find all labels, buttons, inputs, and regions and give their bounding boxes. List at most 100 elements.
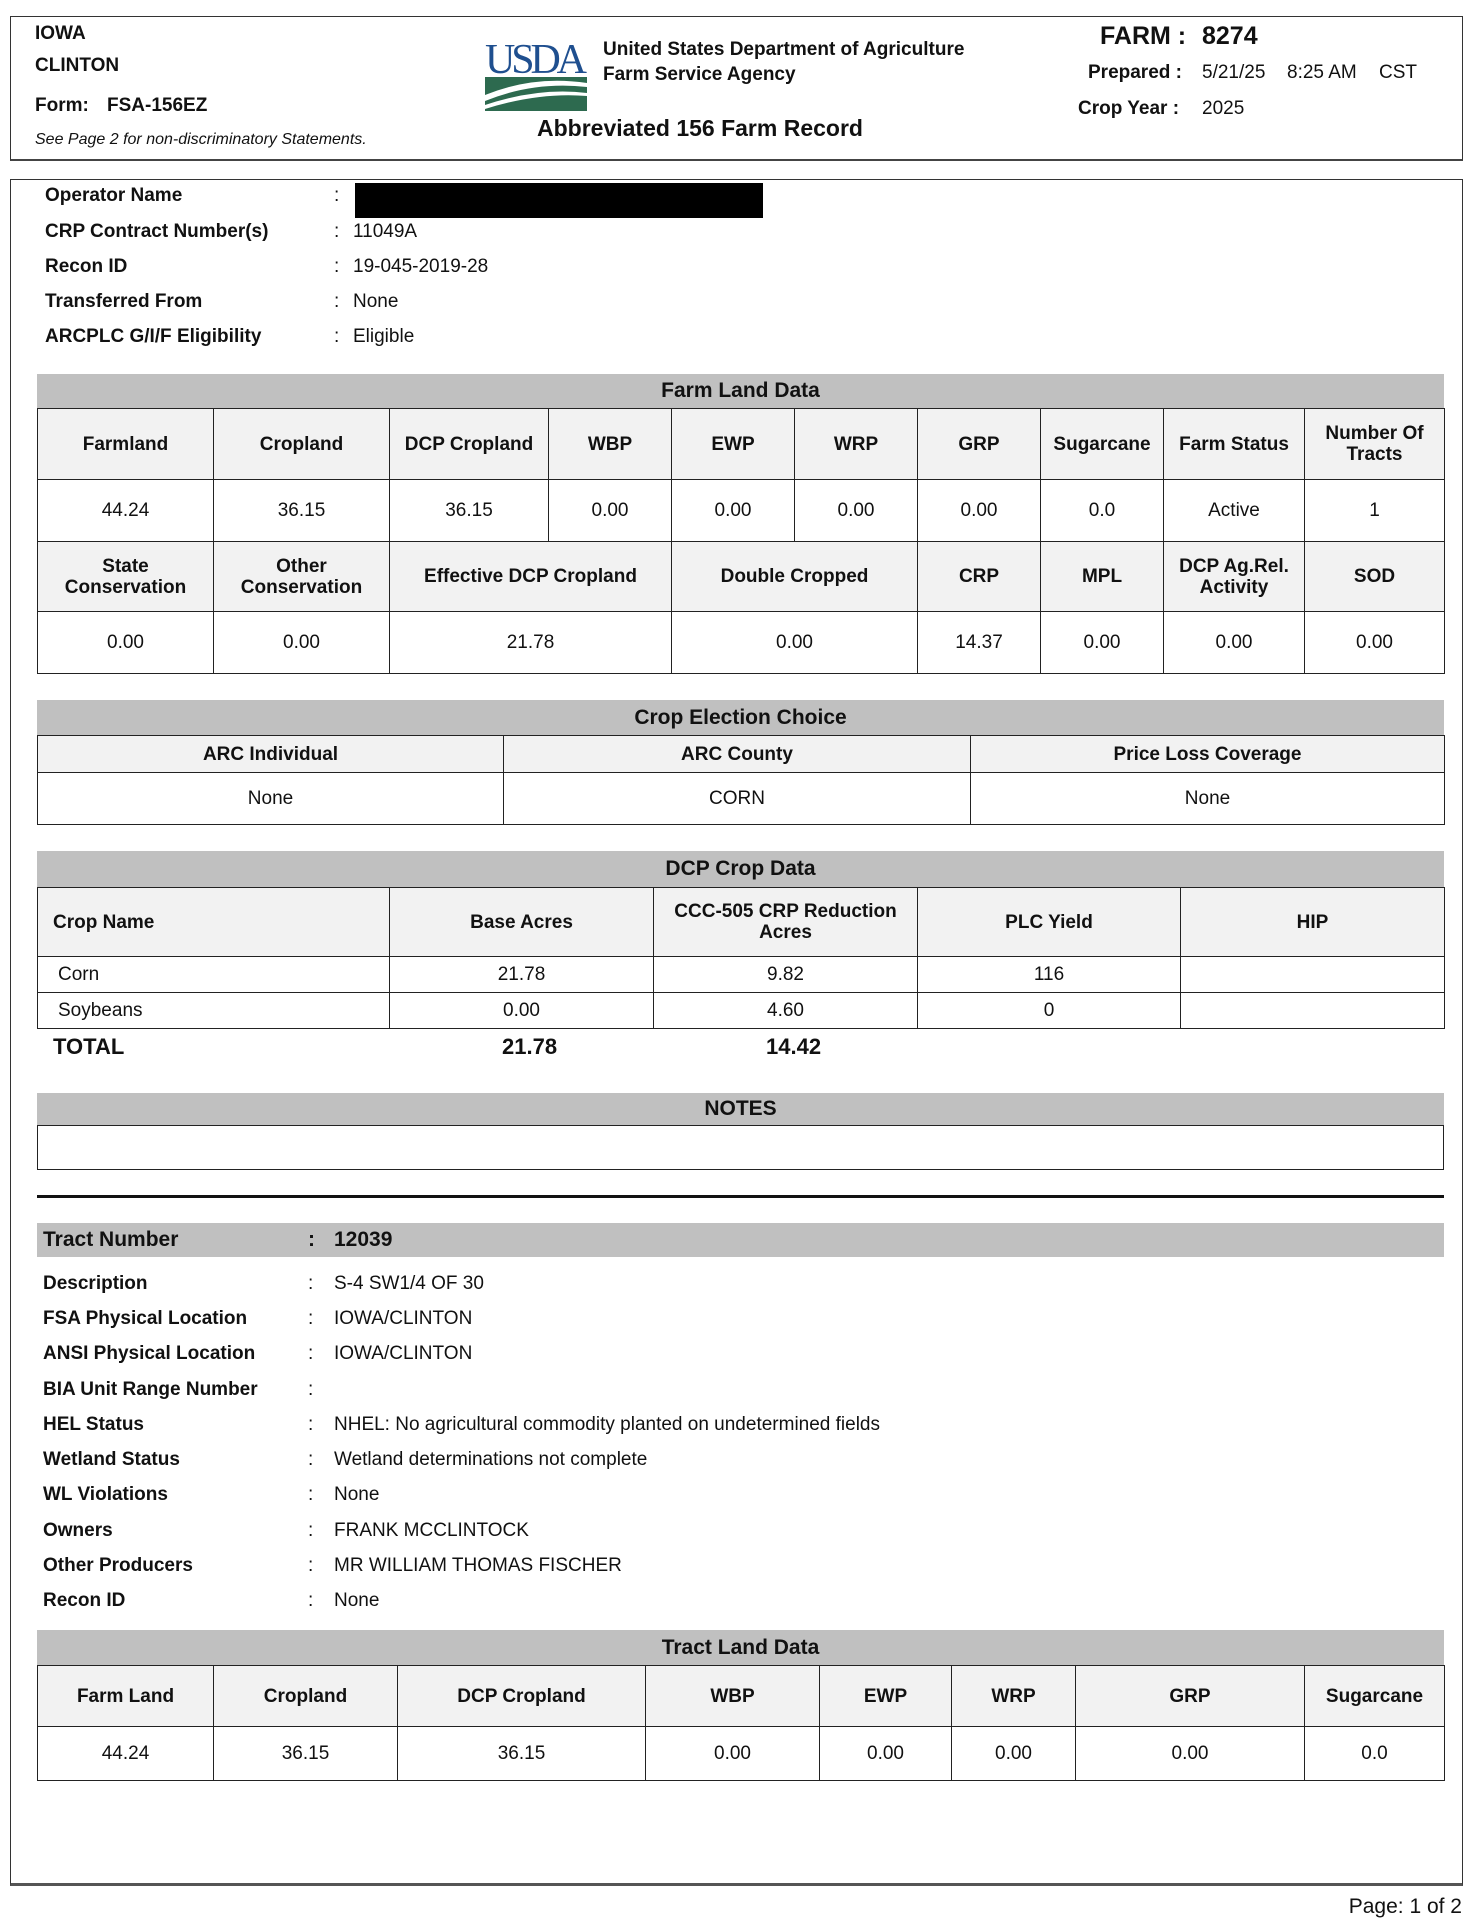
tract-field-value: None (334, 1590, 380, 1611)
tract-field-value: NHEL: No agricultural commodity planted … (334, 1414, 880, 1435)
colon: : (308, 1555, 314, 1576)
cell (1180, 956, 1445, 993)
colon: : (334, 185, 340, 206)
colon: : (308, 1273, 314, 1294)
farm-land-data-title: Farm Land Data (37, 374, 1444, 408)
state: IOWA (35, 23, 86, 44)
cell: 0.00 (819, 1726, 952, 1781)
tract-field-value: Wetland determinations not complete (334, 1449, 648, 1470)
transferred-from-label: Transferred From (45, 291, 203, 312)
col-arc-county: ARC County (503, 735, 971, 773)
cell: 36.15 (389, 479, 549, 542)
col-hip: HIP (1180, 887, 1445, 957)
cell (1180, 992, 1445, 1029)
form-label: Form: (35, 95, 89, 116)
cell: 0.00 (389, 992, 654, 1029)
col-plc-yield: PLC Yield (917, 887, 1181, 957)
col-dcp-ag-rel-activity: DCP Ag.Rel. Activity (1163, 541, 1305, 612)
tract-field-label: HEL Status (43, 1414, 145, 1435)
colon: : (334, 256, 340, 277)
crp-contract-label: CRP Contract Number(s) (45, 221, 269, 242)
tract-field-value: IOWA/CLINTON (334, 1343, 473, 1364)
cell: 0.00 (37, 611, 214, 674)
tract-field-value: S-4 SW1/4 OF 30 (334, 1273, 484, 1294)
cell: 0.00 (548, 479, 672, 542)
col-other-conservation: Other Conservation (213, 541, 390, 612)
main-box (10, 179, 1463, 1886)
arcplc-eligibility-value: Eligible (353, 326, 415, 347)
col-state-conservation: State Conservation (37, 541, 214, 612)
farm-number: 8274 (1202, 22, 1258, 50)
col-crop-name: Crop Name (37, 887, 390, 957)
col-number-of-tracts: Number Of Tracts (1304, 408, 1445, 480)
table-row: 44.24 36.15 36.15 0.00 0.00 0.00 0.00 0.… (37, 1726, 1445, 1781)
colon: : (308, 1228, 315, 1251)
table-row: None CORN None (37, 772, 1445, 825)
tract-field-label: Other Producers (43, 1555, 193, 1576)
col-arc-individual: ARC Individual (37, 735, 504, 773)
crop-year: 2025 (1202, 98, 1245, 119)
tract-field-label: BIA Unit Range Number (43, 1379, 258, 1400)
colon: : (308, 1520, 314, 1541)
tract-number-label: Tract Number (43, 1228, 179, 1251)
cell: Corn (37, 956, 390, 993)
recon-id-label: Recon ID (45, 256, 128, 277)
colon: : (308, 1308, 314, 1329)
colon: : (308, 1414, 314, 1435)
notes-box (37, 1125, 1444, 1170)
dcp-crop-data-title: DCP Crop Data (37, 851, 1444, 887)
cell: 36.15 (213, 479, 390, 542)
cell: 36.15 (397, 1726, 646, 1781)
prepared-timezone: CST (1379, 62, 1417, 83)
col-ewp: EWP (671, 408, 795, 480)
colon: : (308, 1484, 314, 1505)
prepared-time: 8:25 AM (1287, 62, 1357, 83)
crop-election-table: ARC Individual ARC County Price Loss Cov… (37, 735, 1445, 825)
page-number: Page: 1 of 2 (1348, 1895, 1462, 1918)
cell: 0.00 (1075, 1726, 1305, 1781)
tract-land-table: Farm Land Cropland DCP Cropland WBP EWP … (37, 1665, 1445, 1781)
nondiscrimination-note: See Page 2 for non-discriminatory Statem… (35, 131, 367, 148)
usda-logo: USDA (484, 37, 588, 111)
notes-title: NOTES (37, 1093, 1444, 1125)
document-title: Abbreviated 156 Farm Record (537, 115, 863, 141)
county: CLINTON (35, 55, 120, 76)
cell: None (970, 772, 1445, 825)
svg-text:USDA: USDA (485, 37, 588, 83)
agency-name: Farm Service Agency (603, 64, 796, 85)
crp-contract-value: 11049A (353, 221, 418, 242)
cell: Active (1163, 479, 1305, 542)
col-crp-reduction-acres: CCC-505 CRP Reduction Acres (653, 887, 918, 957)
cell: 0.00 (645, 1726, 820, 1781)
tract-field-value: FRANK MCCLINTOCK (334, 1520, 529, 1541)
cell: 21.78 (389, 956, 654, 993)
cell: 21.78 (389, 611, 672, 674)
cell: 1 (1304, 479, 1445, 542)
tract-field-label: FSA Physical Location (43, 1308, 248, 1329)
colon: : (308, 1590, 314, 1611)
table-row: Corn 21.78 9.82 116 (37, 956, 1445, 993)
colon: : (334, 291, 340, 312)
crop-election-title: Crop Election Choice (37, 700, 1444, 735)
cell: 0.00 (1163, 611, 1305, 674)
form-number: FSA-156EZ (107, 95, 208, 116)
colon: : (334, 326, 340, 347)
colon: : (308, 1343, 314, 1364)
cell: 0.0 (1304, 1726, 1445, 1781)
tract-number-band (37, 1223, 1444, 1257)
total-base-acres: 21.78 (502, 1034, 558, 1059)
col-mpl: MPL (1040, 541, 1164, 612)
colon: : (308, 1379, 314, 1400)
cell: 0.0 (1040, 479, 1164, 542)
prepared-date: 5/21/25 (1202, 62, 1266, 83)
cell: 0.00 (671, 611, 918, 674)
table-row: 0.00 0.00 21.78 0.00 14.37 0.00 0.00 0.0… (37, 611, 1445, 674)
col-grp: GRP (1075, 1665, 1305, 1727)
arcplc-eligibility-label: ARCPLC G/I/F Eligibility (45, 326, 262, 347)
col-sod: SOD (1304, 541, 1445, 612)
cell: 0 (917, 992, 1181, 1029)
tract-land-data-title: Tract Land Data (37, 1630, 1444, 1665)
col-wbp: WBP (645, 1665, 820, 1727)
cell: 0.00 (671, 479, 795, 542)
tract-field-label: Wetland Status (43, 1449, 180, 1470)
